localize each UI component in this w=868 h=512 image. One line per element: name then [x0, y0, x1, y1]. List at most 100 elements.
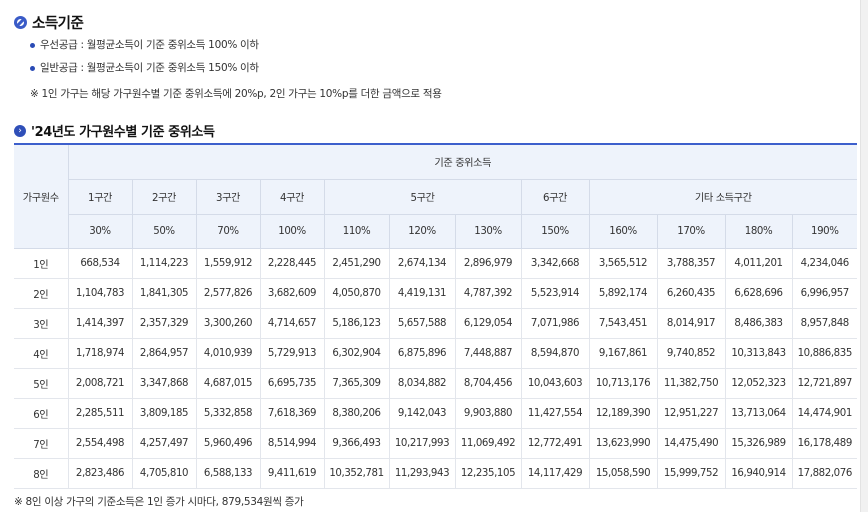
- table-cell: 2,357,329: [131, 308, 196, 339]
- table-cell: 10,713,176: [588, 368, 657, 399]
- table-cell: 3,788,357: [656, 248, 725, 279]
- bullet-list: 우선공급 : 월평균소득이 기준 중위소득 100% 이하 일반공급 : 월평균…: [30, 38, 259, 84]
- table-cell: 2,228,445: [259, 248, 324, 279]
- table-cell: 3,682,609: [259, 278, 324, 309]
- table-cell: 5,523,914: [520, 278, 589, 309]
- table-cell: 15,058,590: [588, 458, 657, 489]
- footnote: ※ 8인 이상 가구의 기준소득은 1인 증가 시마다, 879,534원씩 증…: [14, 496, 304, 508]
- percent-header: 170%: [656, 214, 725, 249]
- table-cell: 13,713,064: [724, 398, 792, 429]
- table-cell: 5,657,588: [388, 308, 455, 339]
- table-cell: 4,705,810: [131, 458, 196, 489]
- table-cell: 11,427,554: [520, 398, 589, 429]
- band-header: 1구간: [67, 179, 132, 215]
- table-header: › '24년도 가구원수별 기준 중위소득: [14, 121, 215, 140]
- column-header-household-size: 가구원수: [14, 144, 68, 249]
- table-cell: 8,014,917: [656, 308, 725, 339]
- table-cell: 9,366,493: [323, 428, 389, 459]
- table-cell: 1,841,305: [131, 278, 196, 309]
- table-cell: 12,772,491: [520, 428, 589, 459]
- table-cell: 8,514,994: [259, 428, 324, 459]
- table-cell: 4,234,046: [791, 248, 857, 279]
- table-cell: 6,129,054: [454, 308, 521, 339]
- table-cell: 1,114,223: [131, 248, 196, 279]
- row-label: 3인: [14, 308, 68, 339]
- table-cell: 4,687,015: [195, 368, 260, 399]
- table-cell: 5,332,858: [195, 398, 260, 429]
- table-cell: 4,257,497: [131, 428, 196, 459]
- percent-header: 70%: [195, 214, 260, 249]
- table-cell: 11,069,492: [454, 428, 521, 459]
- table-cell: 6,260,435: [656, 278, 725, 309]
- band-header: 6구간: [520, 179, 589, 215]
- table-cell: 12,189,390: [588, 398, 657, 429]
- row-label: 5인: [14, 368, 68, 399]
- table-cell: 4,011,201: [724, 248, 792, 279]
- table-cell: 2,554,498: [67, 428, 132, 459]
- percent-header: 180%: [724, 214, 792, 249]
- table-cell: 2,896,979: [454, 248, 521, 279]
- table-cell: 7,071,986: [520, 308, 589, 339]
- section-title: 소득기준: [32, 16, 84, 32]
- table-cell: 8,380,206: [323, 398, 389, 429]
- table-cell: 2,451,290: [323, 248, 389, 279]
- table-cell: 10,043,603: [520, 368, 589, 399]
- table-cell: 2,008,721: [67, 368, 132, 399]
- band-header: 기타 소득구간: [588, 179, 857, 215]
- table-cell: 4,787,392: [454, 278, 521, 309]
- table-cell: 10,313,843: [724, 338, 792, 369]
- percent-header: 130%: [454, 214, 521, 249]
- column-group-median-income: 기준 중위소득: [67, 144, 857, 180]
- table-row: 6인 2,285,511 3,809,185 5,332,858 7,618,369 8,…: [14, 398, 857, 429]
- table-cell: 15,326,989: [724, 428, 792, 459]
- table-cell: 11,293,943: [388, 458, 455, 489]
- table-cell: 668,534: [67, 248, 132, 279]
- table-cell: 14,475,490: [656, 428, 725, 459]
- household-note: ※ 1인 가구는 해당 가구원수별 기준 중위소득에 20%p, 2인 가구는 …: [30, 88, 442, 100]
- row-label: 1인: [14, 248, 68, 279]
- table-cell: 16,178,489: [791, 428, 857, 459]
- table-cell: 12,951,227: [656, 398, 725, 429]
- percent-header: 160%: [588, 214, 657, 249]
- table-cell: 12,235,105: [454, 458, 521, 489]
- table-cell: 6,996,957: [791, 278, 857, 309]
- table-cell: 1,718,974: [67, 338, 132, 369]
- table-cell: 4,010,939: [195, 338, 260, 369]
- row-label: 7인: [14, 428, 68, 459]
- table-cell: 9,411,619: [259, 458, 324, 489]
- table-cell: 5,892,174: [588, 278, 657, 309]
- page-scrollbar[interactable]: [860, 0, 868, 512]
- table-cell: 6,588,133: [195, 458, 260, 489]
- median-income-table: 가구원수 기준 중위소득 1구간 2구간 3구간 4구간 5구간 6구간 기타 …: [14, 143, 857, 489]
- row-label: 4인: [14, 338, 68, 369]
- table-cell: 6,302,904: [323, 338, 389, 369]
- table-cell: 9,167,861: [588, 338, 657, 369]
- table-cell: 2,864,957: [131, 338, 196, 369]
- table-cell: 3,565,512: [588, 248, 657, 279]
- table-cell: 8,957,848: [791, 308, 857, 339]
- band-header: 4구간: [259, 179, 324, 215]
- table-cell: 3,300,260: [195, 308, 260, 339]
- logo-icon: [14, 16, 27, 29]
- table-cell: 6,695,735: [259, 368, 324, 399]
- table-cell: 1,414,397: [67, 308, 132, 339]
- table-cell: 6,875,896: [388, 338, 455, 369]
- percent-header: 120%: [388, 214, 455, 249]
- table-row: 1인 668,534 1,114,223 1,559,912 2,228,445 2,45…: [14, 248, 857, 279]
- table-cell: 16,940,914: [724, 458, 792, 489]
- table-cell: 12,721,897: [791, 368, 857, 399]
- table-cell: 8,594,870: [520, 338, 589, 369]
- table-cell: 14,474,901: [791, 398, 857, 429]
- table-cell: 3,342,668: [520, 248, 589, 279]
- bullet-priority-supply: 우선공급 : 월평균소득이 기준 중위소득 100% 이하: [30, 38, 259, 61]
- table-cell: 5,729,913: [259, 338, 324, 369]
- table-cell: 9,142,043: [388, 398, 455, 429]
- table-cell: 11,382,750: [656, 368, 725, 399]
- row-label: 2인: [14, 278, 68, 309]
- table-cell: 17,882,076: [791, 458, 857, 489]
- table-row: 4인 1,718,974 2,864,957 4,010,939 5,729,913 6,…: [14, 338, 857, 369]
- percent-header: 50%: [131, 214, 196, 249]
- table-row: 3인 1,414,397 2,357,329 3,300,260 4,714,657 5,…: [14, 308, 857, 339]
- percent-header: 190%: [791, 214, 857, 249]
- table-cell: 8,704,456: [454, 368, 521, 399]
